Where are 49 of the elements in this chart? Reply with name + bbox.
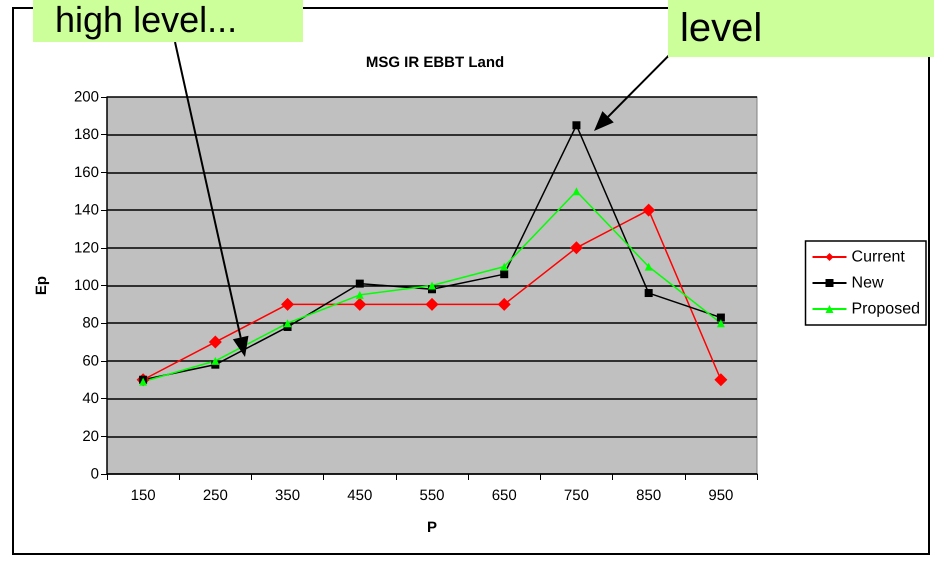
text: high level... <box>33 0 303 42</box>
x-tick-label: 150 <box>130 487 156 504</box>
y-tick-label: 40 <box>82 390 99 408</box>
y-tick-label: 60 <box>82 352 99 370</box>
point <box>500 262 508 271</box>
point <box>570 241 583 254</box>
point <box>498 298 511 311</box>
y-tick-label: 160 <box>74 164 99 181</box>
point <box>716 319 725 328</box>
y-tick-label: 200 <box>74 88 99 106</box>
point <box>642 204 656 217</box>
point <box>284 319 292 328</box>
point <box>572 121 580 130</box>
y-tick-label: 140 <box>74 202 99 219</box>
legend-label: Current <box>852 248 906 266</box>
text: level <box>668 0 934 57</box>
y-axis-title: Ep <box>33 276 50 296</box>
y-tick-label: 180 <box>74 126 99 144</box>
legend-label: Proposed <box>852 300 920 318</box>
point <box>644 262 653 271</box>
x-tick-label: 950 <box>708 487 734 504</box>
y-tick-label: 0 <box>90 466 99 482</box>
x-axis-title: P <box>426 519 438 536</box>
legend-label: New <box>852 274 884 292</box>
x-tick-label: 450 <box>347 487 372 504</box>
point <box>644 289 653 298</box>
x-tick-label: 850 <box>636 487 662 504</box>
point <box>716 314 725 322</box>
point <box>572 187 580 196</box>
point <box>356 290 364 299</box>
x-tick-label: 250 <box>202 487 228 504</box>
y-tick-label: 100 <box>74 277 99 294</box>
y-tick-label: 80 <box>82 314 99 332</box>
point <box>353 298 366 311</box>
point <box>211 356 220 365</box>
point <box>281 298 294 311</box>
chart-title: MSG IR EBBT Land <box>366 54 504 71</box>
y-tick-label: 20 <box>82 428 99 445</box>
y-tick-label: 120 <box>74 239 99 256</box>
x-tick-label: 550 <box>419 487 445 504</box>
x-tick-label: 750 <box>564 487 589 504</box>
point <box>714 373 728 386</box>
point <box>356 280 364 288</box>
point <box>428 282 436 290</box>
point <box>500 270 508 278</box>
point <box>426 298 438 311</box>
x-tick-label: 650 <box>492 487 517 504</box>
x-tick-label: 350 <box>275 487 300 504</box>
point <box>208 336 222 349</box>
